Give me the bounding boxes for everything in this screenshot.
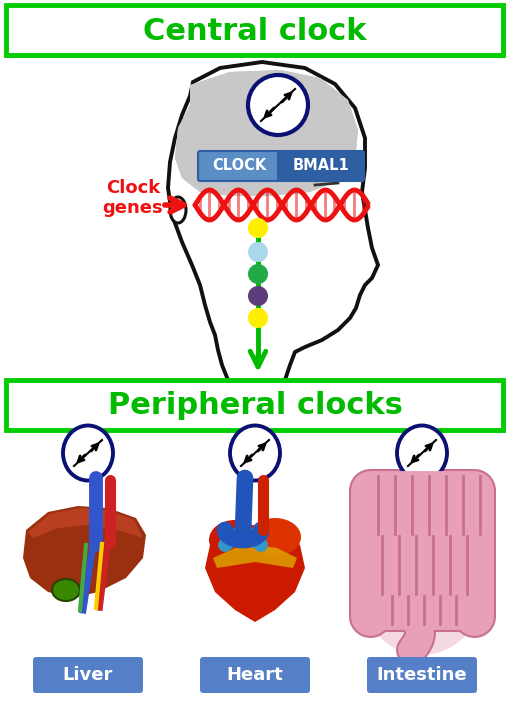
Circle shape: [247, 75, 307, 135]
Text: Liver: Liver: [63, 666, 113, 684]
FancyBboxPatch shape: [277, 151, 363, 181]
FancyBboxPatch shape: [200, 657, 309, 693]
Ellipse shape: [396, 425, 446, 480]
Text: Clock
genes: Clock genes: [102, 179, 163, 217]
Polygon shape: [28, 508, 143, 538]
Ellipse shape: [356, 505, 486, 655]
Polygon shape: [23, 506, 146, 598]
Circle shape: [247, 242, 267, 262]
Ellipse shape: [230, 425, 279, 480]
FancyBboxPatch shape: [6, 380, 502, 430]
Text: Intestine: Intestine: [376, 666, 466, 684]
FancyBboxPatch shape: [6, 5, 502, 55]
Text: Peripheral clocks: Peripheral clocks: [107, 392, 402, 420]
Polygon shape: [205, 525, 304, 622]
Ellipse shape: [52, 579, 80, 601]
FancyBboxPatch shape: [367, 658, 475, 692]
Ellipse shape: [63, 425, 113, 480]
Text: CLOCK: CLOCK: [211, 159, 266, 174]
FancyBboxPatch shape: [33, 657, 143, 693]
Ellipse shape: [209, 520, 261, 560]
FancyBboxPatch shape: [34, 658, 142, 692]
Text: Intestine: Intestine: [376, 666, 466, 684]
Polygon shape: [213, 545, 296, 568]
Text: BMAL1: BMAL1: [292, 159, 349, 174]
Circle shape: [247, 286, 267, 306]
FancyBboxPatch shape: [197, 151, 279, 181]
Circle shape: [247, 264, 267, 284]
Ellipse shape: [169, 197, 186, 223]
Polygon shape: [175, 70, 357, 196]
Text: Central clock: Central clock: [143, 16, 366, 46]
Text: Heart: Heart: [226, 666, 283, 684]
FancyBboxPatch shape: [366, 657, 476, 693]
Polygon shape: [167, 62, 377, 385]
Text: Heart: Heart: [226, 666, 283, 684]
Circle shape: [247, 218, 267, 238]
Circle shape: [247, 308, 267, 328]
Text: Liver: Liver: [63, 666, 113, 684]
Ellipse shape: [248, 518, 300, 556]
FancyBboxPatch shape: [201, 658, 308, 692]
Polygon shape: [175, 70, 357, 196]
